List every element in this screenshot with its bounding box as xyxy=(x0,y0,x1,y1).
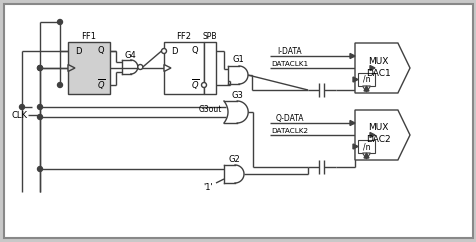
Text: $\overline{Q}$: $\overline{Q}$ xyxy=(190,77,199,92)
Text: DAC1: DAC1 xyxy=(365,68,390,77)
Text: G1: G1 xyxy=(232,55,243,65)
Text: FF1: FF1 xyxy=(81,31,96,40)
Circle shape xyxy=(38,114,42,120)
Text: FF2: FF2 xyxy=(176,31,191,40)
Text: D: D xyxy=(170,46,177,55)
Text: SPB: SPB xyxy=(202,31,217,40)
Circle shape xyxy=(138,65,142,69)
Text: Q: Q xyxy=(98,46,104,55)
Circle shape xyxy=(161,48,166,53)
Text: '1': '1' xyxy=(203,183,212,192)
Bar xyxy=(357,140,374,153)
Polygon shape xyxy=(349,121,354,126)
Circle shape xyxy=(58,83,62,88)
Text: /n: /n xyxy=(362,142,369,151)
Polygon shape xyxy=(369,133,374,137)
Text: G4: G4 xyxy=(124,51,136,60)
Polygon shape xyxy=(349,53,354,59)
Polygon shape xyxy=(354,110,409,160)
Text: G3: G3 xyxy=(230,91,242,99)
Circle shape xyxy=(38,105,42,109)
Text: G2: G2 xyxy=(228,154,239,164)
Text: $\overline{Q}$: $\overline{Q}$ xyxy=(97,77,105,92)
Text: D: D xyxy=(75,46,81,55)
Text: Q-DATA: Q-DATA xyxy=(275,114,304,123)
Bar xyxy=(68,42,110,94)
Circle shape xyxy=(38,166,42,172)
Circle shape xyxy=(38,66,42,70)
Bar xyxy=(357,73,374,86)
Polygon shape xyxy=(354,43,409,93)
Circle shape xyxy=(38,66,42,70)
Polygon shape xyxy=(362,86,370,92)
Bar xyxy=(204,42,216,94)
Circle shape xyxy=(201,83,206,88)
Text: DAC2: DAC2 xyxy=(365,136,389,144)
Polygon shape xyxy=(362,153,370,159)
Text: DATACLK2: DATACLK2 xyxy=(271,128,308,134)
Bar xyxy=(164,42,204,94)
Text: DATACLK1: DATACLK1 xyxy=(271,61,308,67)
Polygon shape xyxy=(369,66,374,70)
Polygon shape xyxy=(363,153,368,158)
Polygon shape xyxy=(164,65,170,71)
Polygon shape xyxy=(352,77,357,82)
Text: Q: Q xyxy=(191,46,198,55)
Text: G3out: G3out xyxy=(198,106,221,114)
Text: /n: /n xyxy=(362,75,369,84)
Polygon shape xyxy=(352,144,357,149)
Polygon shape xyxy=(363,86,368,91)
Circle shape xyxy=(58,20,62,24)
Polygon shape xyxy=(68,65,75,71)
Text: CLK: CLK xyxy=(12,111,28,120)
Text: MUX: MUX xyxy=(367,123,387,133)
Circle shape xyxy=(20,105,24,109)
Text: MUX: MUX xyxy=(367,56,387,66)
Text: I-DATA: I-DATA xyxy=(277,47,302,56)
